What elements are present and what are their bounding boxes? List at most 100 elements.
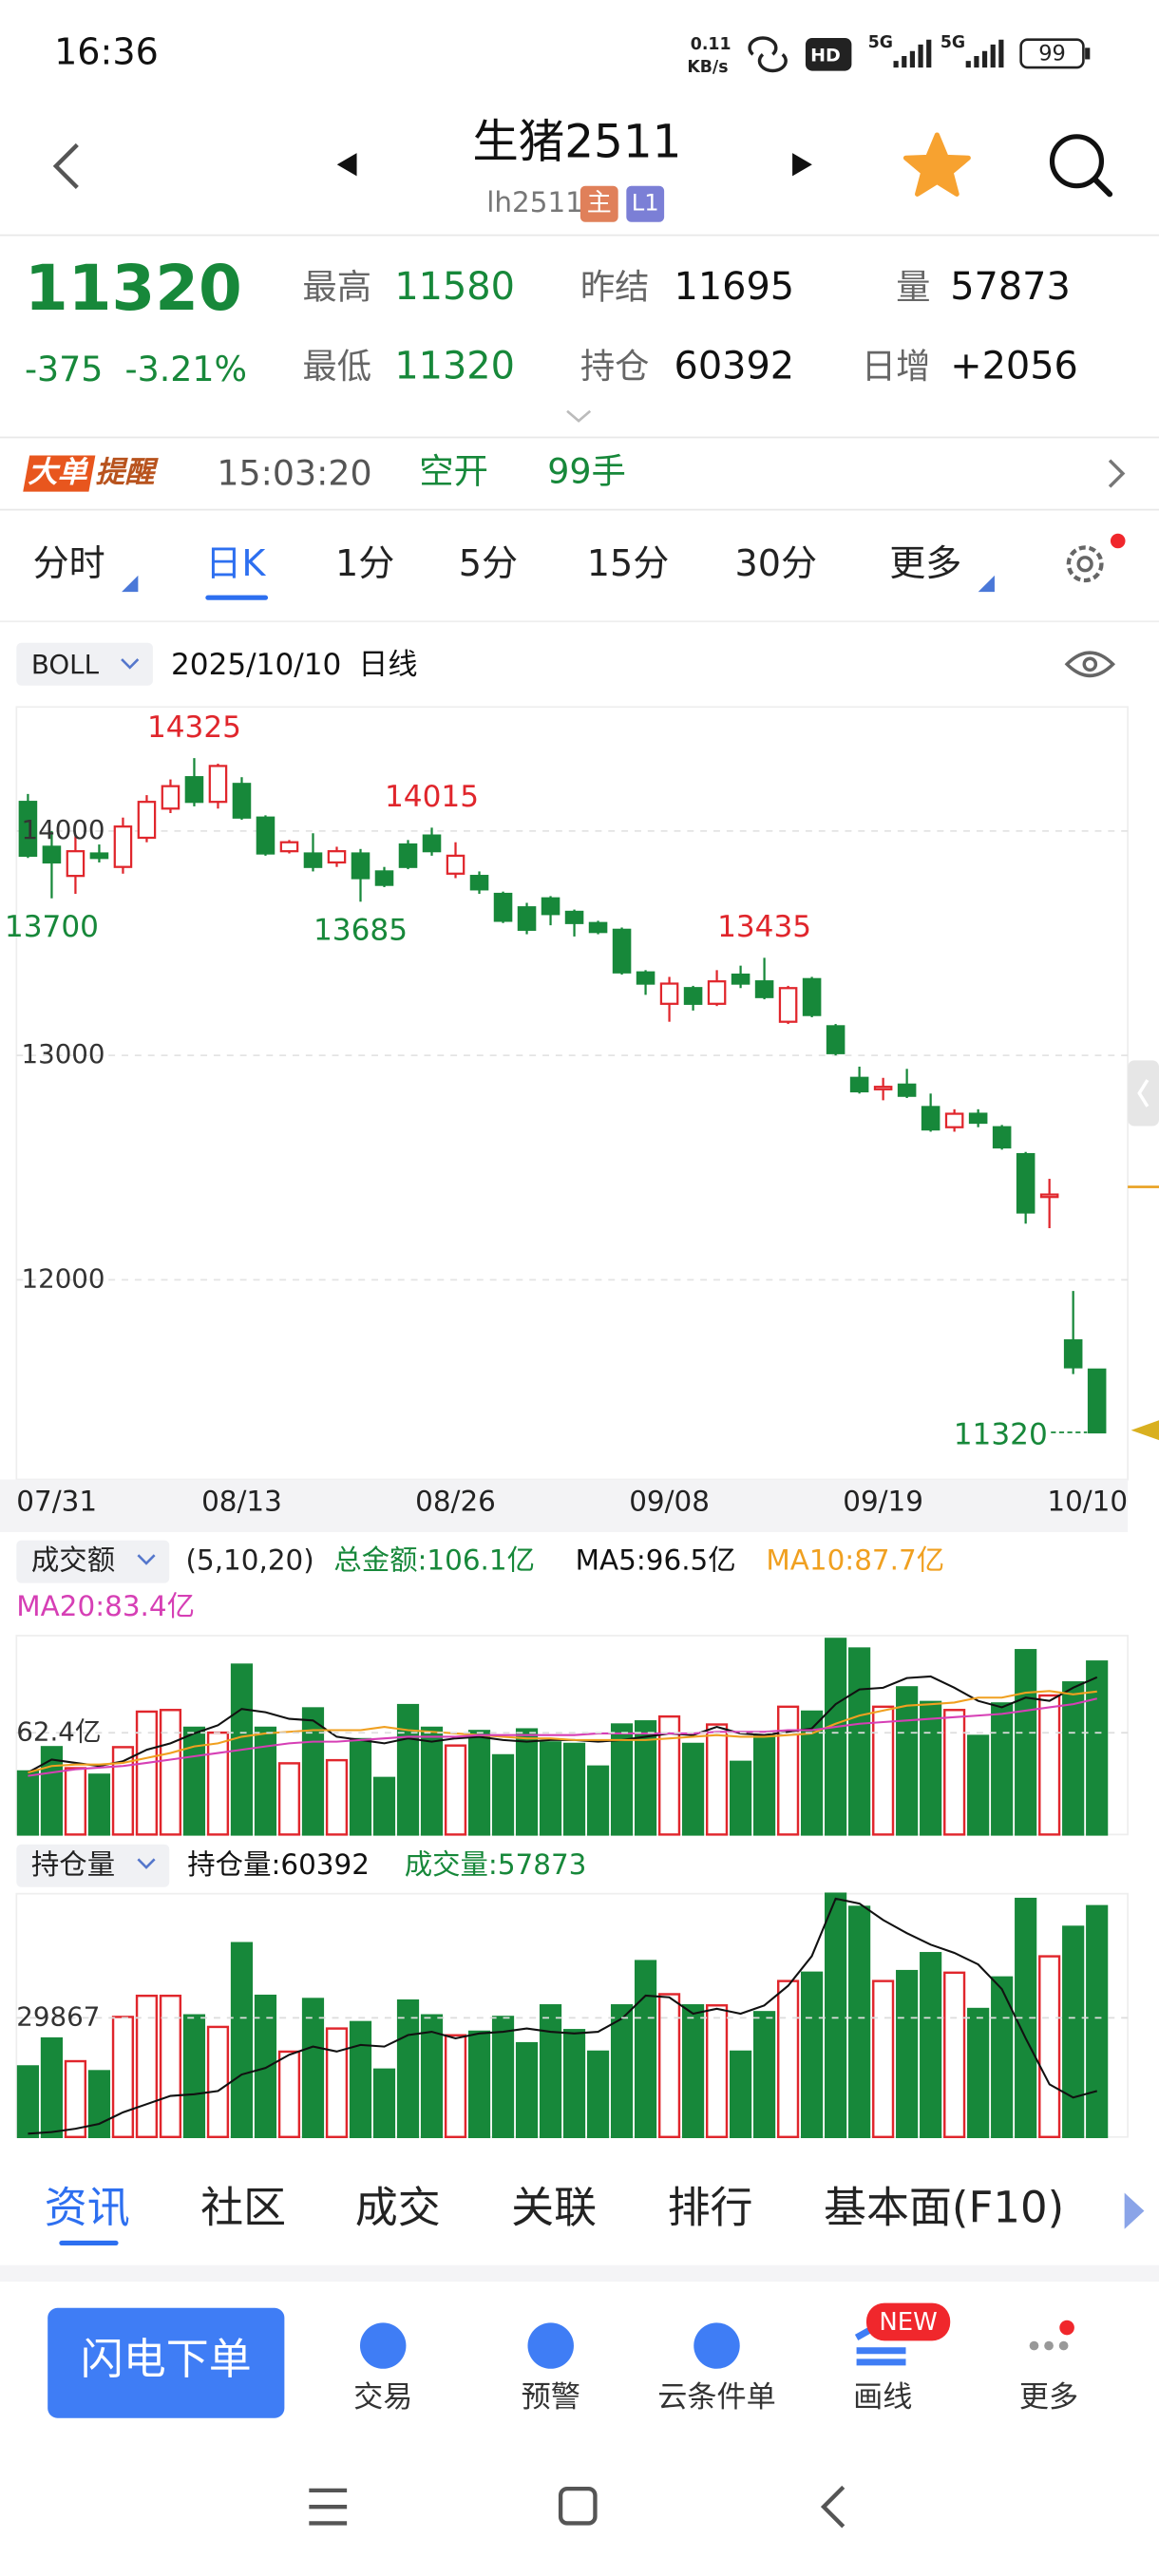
legend-entry: MA10:87.7亿: [766, 1544, 944, 1577]
bar: [111, 2016, 135, 2139]
period-tab[interactable]: 15分: [587, 542, 670, 584]
bar: [206, 2025, 230, 2139]
back-button[interactable]: [52, 142, 79, 189]
favorite-star[interactable]: [902, 132, 971, 197]
settings-button[interactable]: [1066, 545, 1104, 583]
candle-body: [279, 841, 299, 853]
candle-body: [944, 1112, 964, 1128]
info-tab[interactable]: 基本面(F10): [824, 2183, 1064, 2233]
prev-contract[interactable]: [336, 153, 357, 177]
candle-body: [161, 785, 180, 810]
field-label: 持仓: [580, 346, 650, 387]
bar: [372, 2068, 396, 2139]
legend-entry: MA20:83.4亿: [16, 1590, 195, 1622]
panel-select[interactable]: [16, 1844, 170, 1887]
y-tick-label: 12000: [21, 1262, 104, 1294]
panel-title: 成交额: [31, 1544, 115, 1577]
field-value: 60392: [674, 344, 795, 388]
nav-home[interactable]: [558, 2486, 598, 2526]
info-tab[interactable]: 关联: [511, 2183, 597, 2233]
period-tab[interactable]: 1分: [335, 542, 394, 584]
indicator-select[interactable]: [16, 642, 153, 686]
chart-period: 日线: [358, 648, 417, 682]
chevron: [137, 1858, 156, 1869]
candle-body: [612, 928, 632, 974]
info-tab[interactable]: 成交: [355, 2183, 441, 2233]
tool-icon[interactable]: [1029, 2340, 1039, 2351]
candle-body: [849, 1076, 869, 1093]
candle-body: [1039, 1193, 1059, 1199]
candle-body: [968, 1112, 988, 1125]
candle-body: [921, 1106, 940, 1131]
info-tabs: 资讯 社区 成交 关联 排行 基本面(F10): [45, 2183, 1064, 2246]
candle-body: [18, 801, 38, 858]
bar: [444, 2034, 467, 2139]
expand-arrow[interactable]: [566, 409, 592, 423]
field-value: 11695: [674, 265, 795, 309]
contract-title: 生猪2511: [472, 115, 681, 168]
badge-text: L1: [632, 190, 659, 217]
candle-body: [327, 850, 347, 864]
tabs-more[interactable]: [1124, 2192, 1145, 2229]
candle-body: [137, 801, 157, 840]
period-tab[interactable]: 30分: [735, 542, 818, 584]
nav-back[interactable]: [820, 2485, 846, 2529]
alert-more[interactable]: [1108, 459, 1126, 488]
side-handle[interactable]: [1128, 1060, 1159, 1127]
candle-body: [826, 1025, 846, 1054]
alert-tag: [23, 455, 96, 492]
y-tick-label: 29867: [16, 2000, 100, 2032]
visibility-button[interactable]: [1064, 651, 1115, 678]
last-price: 11320: [25, 252, 242, 325]
bar: [277, 2050, 301, 2139]
alert-tag-text: 提醒: [95, 456, 159, 490]
battery-tip: [1085, 47, 1091, 60]
bar: [230, 1941, 254, 2139]
period-tab[interactable]: 分时: [33, 542, 105, 584]
info-tab[interactable]: 社区: [200, 2183, 286, 2233]
next-contract[interactable]: [792, 153, 812, 177]
candle-body: [351, 852, 370, 880]
bar: [159, 1709, 182, 1836]
bar: [753, 2011, 776, 2139]
panel-select[interactable]: [16, 1540, 170, 1583]
extreme-label: 14015: [385, 780, 479, 814]
tool-icon[interactable]: [694, 2322, 740, 2369]
bar: [943, 1709, 966, 1836]
tool-icon[interactable]: [1044, 2340, 1054, 2351]
candle-body: [707, 980, 727, 1005]
info-tab[interactable]: 排行: [668, 2183, 753, 2233]
bar: [349, 2020, 372, 2139]
search-button[interactable]: [1049, 134, 1105, 189]
legend-entry: 成交量:57873: [405, 1848, 587, 1881]
chart-date: 2025/10/10: [171, 648, 341, 682]
tool-icon[interactable]: [359, 2322, 407, 2369]
badge-text: 主: [587, 189, 612, 218]
bar: [753, 1734, 776, 1836]
info-tab[interactable]: 资讯: [45, 2183, 130, 2233]
bar: [325, 1758, 349, 1836]
search-handle: [1092, 176, 1113, 198]
y-tick-label: 13000: [21, 1038, 104, 1070]
toolbar: 交易 预警 云条件单 画线 更多: [353, 2319, 1078, 2415]
bar: [991, 1702, 1014, 1836]
eye-pupil: [1082, 656, 1098, 672]
x-tick-label: 07/31: [16, 1485, 97, 1517]
notice-dot: [1110, 533, 1126, 549]
tool-icon[interactable]: [1058, 2340, 1069, 2351]
period-tab[interactable]: 5分: [459, 542, 518, 584]
period-tab[interactable]: 日K: [205, 542, 266, 584]
net-speed: 0.11: [691, 35, 732, 54]
bar: [254, 1726, 277, 1836]
nav-menu[interactable]: [309, 2488, 348, 2526]
bar: [277, 1762, 301, 1836]
settings-core: [1076, 556, 1093, 573]
badge: [580, 185, 618, 222]
period-tab[interactable]: 更多: [889, 542, 961, 584]
bar: [301, 1998, 325, 2139]
quick-order-button[interactable]: [48, 2307, 285, 2418]
field-value: 11320: [394, 344, 515, 388]
panel-params: (5,10,20): [186, 1544, 314, 1577]
field-value: 57873: [950, 265, 1071, 309]
tool-icon[interactable]: [527, 2322, 574, 2369]
